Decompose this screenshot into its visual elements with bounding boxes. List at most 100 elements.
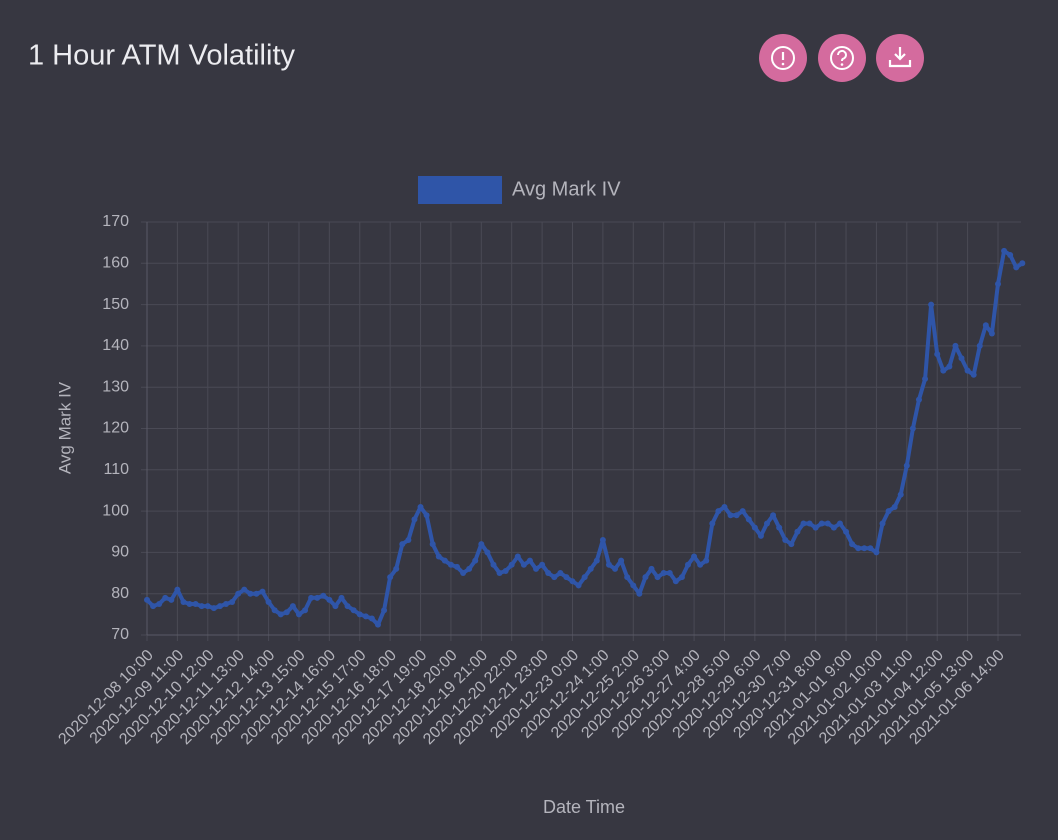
data-point	[247, 590, 254, 597]
data-point	[472, 557, 479, 564]
data-point	[399, 541, 406, 548]
button-circle[interactable]	[818, 34, 866, 82]
y-tick-label: 130	[102, 378, 129, 395]
data-point	[490, 561, 497, 568]
data-point	[715, 508, 722, 515]
data-point	[830, 524, 837, 531]
info-button[interactable]	[759, 34, 807, 82]
data-point	[308, 594, 315, 601]
data-point	[1013, 264, 1020, 271]
data-point	[368, 615, 375, 622]
data-point	[168, 596, 175, 603]
data-point	[612, 565, 619, 572]
data-point	[691, 553, 698, 560]
data-point	[271, 607, 278, 614]
data-point	[855, 545, 862, 552]
data-point	[454, 563, 461, 570]
data-point	[466, 565, 473, 572]
data-point	[703, 557, 710, 564]
data-point	[514, 553, 521, 560]
data-point	[551, 574, 558, 581]
data-point	[660, 570, 667, 577]
download-button[interactable]	[876, 34, 924, 82]
data-point	[593, 557, 600, 564]
data-point	[508, 561, 515, 568]
y-tick-label: 100	[102, 502, 129, 519]
data-point	[539, 561, 546, 568]
data-point	[836, 520, 843, 527]
y-tick-label: 70	[111, 626, 129, 643]
data-point	[356, 611, 363, 618]
data-point	[192, 601, 199, 608]
data-point	[909, 425, 916, 432]
icon	[888, 47, 912, 68]
data-point	[751, 524, 758, 531]
data-point	[812, 524, 819, 531]
data-point	[557, 570, 564, 577]
data-point	[1001, 247, 1008, 254]
data-point	[618, 557, 625, 564]
data-point	[411, 516, 418, 523]
icon	[830, 46, 854, 70]
data-point	[897, 491, 904, 498]
data-point	[733, 512, 740, 519]
icon	[771, 46, 795, 70]
data-point	[928, 301, 935, 308]
data-point	[903, 462, 910, 469]
legend-label: Avg Mark IV	[512, 178, 621, 200]
y-tick-label: 170	[102, 213, 129, 230]
data-point	[332, 603, 339, 610]
y-tick-label: 140	[102, 337, 129, 354]
icon	[781, 62, 785, 66]
data-point	[144, 596, 150, 603]
data-point	[946, 363, 953, 370]
data-point	[186, 601, 193, 608]
data-point	[976, 342, 983, 349]
data-point	[636, 590, 643, 597]
data-point	[952, 342, 959, 349]
data-point	[526, 557, 533, 564]
data-point	[533, 565, 540, 572]
data-point	[982, 322, 989, 329]
data-point	[253, 590, 260, 597]
data-point	[776, 524, 783, 531]
help-button[interactable]	[818, 34, 866, 82]
data-point	[818, 520, 825, 527]
data-point	[697, 561, 704, 568]
data-point	[338, 594, 345, 601]
data-point	[891, 503, 898, 510]
data-point	[745, 516, 752, 523]
data-point	[709, 520, 716, 527]
data-point	[806, 520, 813, 527]
data-point	[259, 588, 266, 595]
data-point	[350, 607, 357, 614]
y-tick-label: 90	[111, 544, 129, 561]
data-point	[861, 545, 868, 552]
data-point	[849, 541, 856, 548]
icon	[836, 49, 847, 62]
data-point	[277, 611, 284, 618]
data-point	[800, 520, 807, 527]
data-point	[435, 553, 442, 560]
data-point	[289, 603, 296, 610]
data-point	[180, 598, 187, 605]
data-point	[265, 598, 272, 605]
data-point	[283, 609, 290, 616]
data-point	[678, 574, 685, 581]
data-point	[824, 520, 831, 527]
data-point	[599, 537, 606, 544]
data-point	[417, 503, 424, 510]
data-point	[393, 565, 400, 572]
icon	[840, 63, 844, 66]
data-point	[964, 367, 971, 374]
data-point	[879, 520, 886, 527]
data-point	[362, 613, 369, 620]
data-point	[429, 541, 436, 548]
y-axis-title: Avg Mark IV	[55, 381, 74, 474]
data-point	[867, 545, 874, 552]
data-point	[764, 520, 771, 527]
data-point	[782, 537, 789, 544]
data-point	[757, 532, 764, 539]
